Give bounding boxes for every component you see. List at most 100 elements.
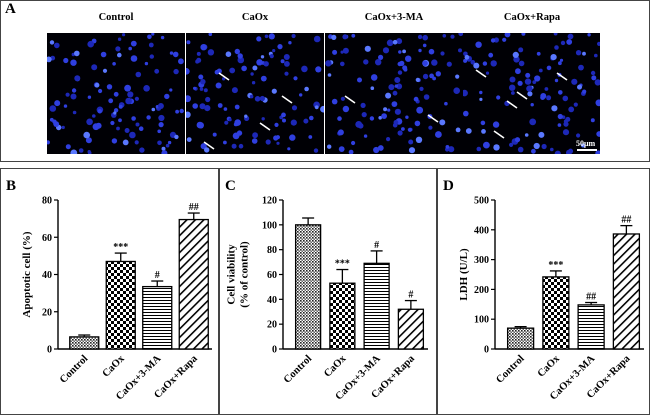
nucleus: [532, 80, 537, 84]
nucleus: [260, 55, 265, 59]
nucleus: [117, 37, 122, 41]
nucleus: [562, 95, 569, 102]
nucleus: [414, 120, 421, 127]
nucleus: [331, 98, 338, 105]
nucleus: [591, 75, 597, 81]
nucleus: [509, 84, 516, 91]
nucleus: [397, 130, 403, 136]
arrow-marker: [203, 141, 215, 150]
nucleus: [287, 147, 291, 151]
nucleus: [71, 88, 77, 93]
significance-label: ##: [621, 215, 631, 226]
nucleus: [49, 105, 57, 112]
nucleus: [551, 105, 558, 112]
nucleus: [186, 111, 191, 118]
nucleus: [238, 143, 244, 149]
nucleus: [476, 146, 482, 152]
arrow-marker: [344, 95, 356, 104]
nucleus: [229, 67, 236, 74]
nucleus: [327, 73, 332, 77]
image-label-caox: CaOx: [241, 12, 269, 23]
nucleus: [139, 147, 145, 153]
nucleus: [144, 61, 149, 66]
nucleus: [541, 143, 547, 150]
nucleus: [256, 36, 262, 42]
nucleus: [165, 143, 170, 148]
nucleus: [173, 68, 179, 75]
nucleus: [442, 34, 447, 38]
image-label-control: Control: [98, 12, 134, 23]
image-label-caox-rapa: CaOx+Rapa: [503, 12, 561, 23]
nucleus: [370, 74, 378, 81]
nucleus: [217, 103, 223, 108]
nucleus: [475, 41, 482, 48]
nucleus: [291, 105, 298, 111]
nucleus: [195, 59, 200, 64]
nuclei: [325, 33, 463, 154]
nucleus: [422, 73, 429, 80]
nucleus: [581, 143, 586, 148]
nucleus: [595, 150, 600, 154]
nucleus: [533, 142, 540, 150]
nucleus: [458, 48, 462, 53]
nucleus: [161, 146, 166, 151]
nucleus: [342, 34, 348, 40]
nucleus: [157, 140, 162, 146]
nucleus: [530, 103, 534, 107]
nucleus: [320, 105, 324, 113]
nucleus: [53, 121, 60, 127]
bar: [542, 276, 570, 350]
nucleus: [273, 135, 279, 141]
arrow-marker: [506, 100, 518, 109]
nucleus: [74, 75, 81, 82]
nucleus: [566, 39, 573, 45]
nucleus: [260, 75, 267, 82]
nucleus: [415, 136, 423, 143]
nucleus: [381, 113, 387, 119]
nucleus: [70, 93, 77, 100]
nucleus: [271, 88, 277, 94]
nucleus: [186, 68, 190, 75]
nucleus: [274, 122, 279, 127]
bar: [105, 260, 136, 350]
nucleus: [228, 118, 232, 122]
nucleus: [363, 134, 368, 138]
y-axis-label: LDH (U/L): [458, 248, 470, 301]
nucleus: [578, 64, 584, 71]
nucleus: [143, 85, 150, 92]
nucleus: [299, 93, 303, 97]
nucleus: [463, 89, 468, 97]
x-tick-label: Control: [494, 353, 526, 385]
nucleus: [113, 108, 119, 113]
chart-ldh: D 0 100 200 300 400 500 LDH (U/L) Control *** CaOx…: [443, 178, 644, 402]
nucleus: [231, 143, 237, 149]
nucleus: [85, 137, 92, 144]
nucleus: [237, 53, 243, 59]
nucleus: [134, 140, 139, 145]
nucleus: [115, 46, 121, 52]
nucleus: [251, 81, 256, 85]
chart-apoptotic-cell: B 0 20 40 60 80 Apoptotic cell (%) Control *** Ca…: [6, 178, 212, 402]
nucleus: [63, 104, 68, 108]
bar: [329, 282, 356, 350]
bar: [294, 224, 322, 350]
nucleus: [212, 132, 217, 137]
nucleus: [340, 61, 345, 67]
nucleus: [130, 40, 137, 47]
nucleus: [463, 58, 468, 63]
panel-a-letter: A: [5, 1, 16, 17]
arrow-marker: [493, 130, 505, 139]
nucleus: [313, 148, 319, 153]
nucleus: [415, 77, 420, 82]
nucleus: [567, 33, 574, 40]
nucleus: [70, 59, 77, 66]
x-tick-label: Control: [58, 353, 90, 385]
nucleus: [568, 106, 575, 113]
nucleus: [124, 84, 131, 92]
nucleus: [485, 71, 490, 75]
nucleus: [117, 52, 122, 58]
nucleus: [594, 79, 600, 86]
nucleus: [111, 138, 118, 144]
nucleus: [174, 134, 179, 140]
nucleus: [402, 49, 406, 54]
